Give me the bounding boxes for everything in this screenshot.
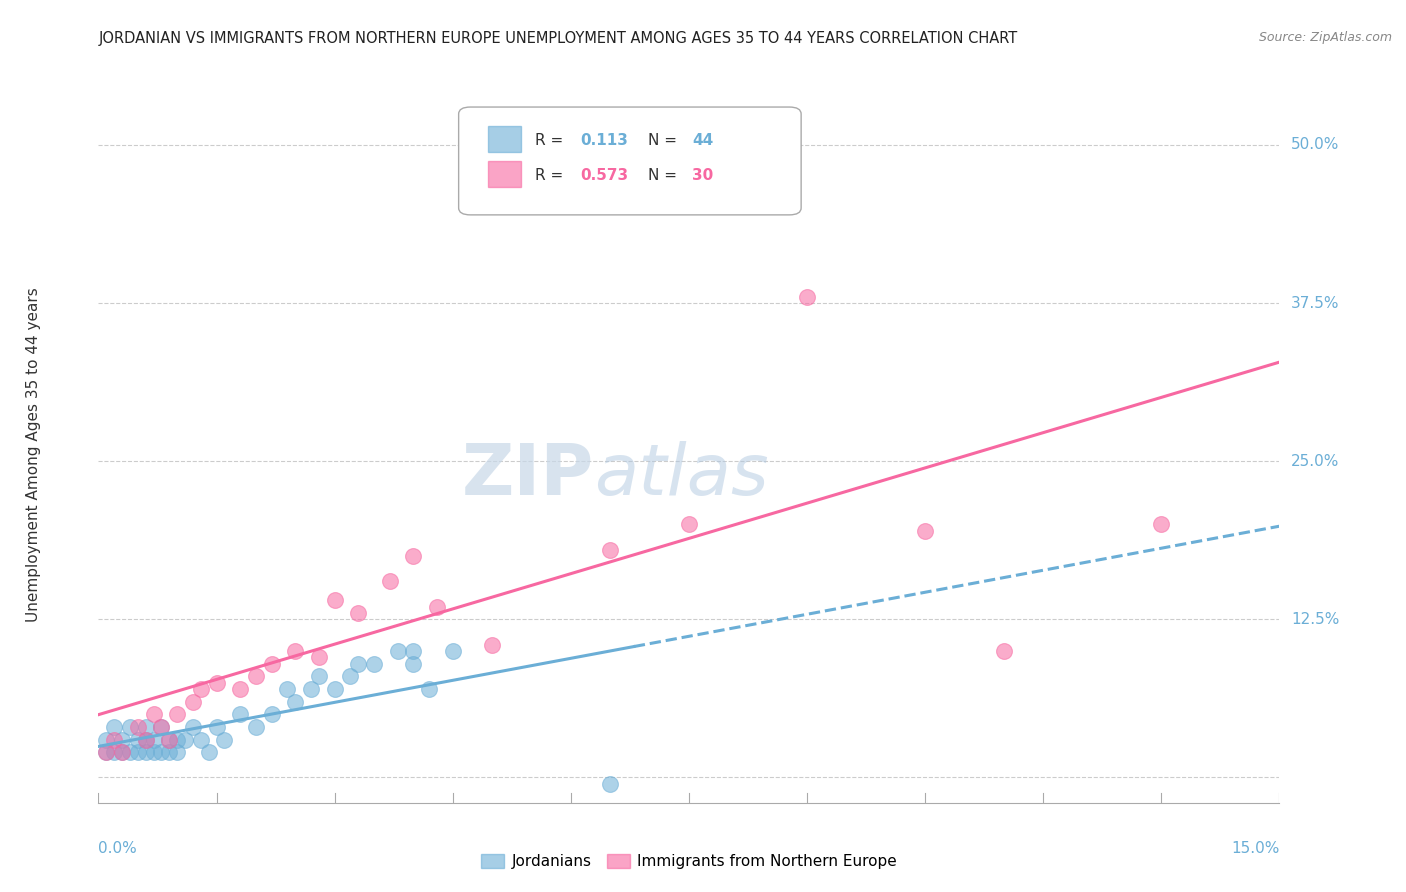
Point: [181, 720, 204, 734]
Text: R =: R =: [536, 168, 568, 183]
Point: [174, 732, 197, 747]
FancyBboxPatch shape: [488, 161, 522, 187]
Point: [150, 720, 173, 734]
Point: [347, 606, 370, 620]
Text: 12.5%: 12.5%: [1291, 612, 1340, 627]
Text: R =: R =: [536, 133, 568, 148]
Point: [402, 657, 425, 671]
Text: 0.0%: 0.0%: [98, 841, 138, 856]
Point: [127, 720, 149, 734]
Point: [284, 695, 307, 709]
Point: [245, 720, 267, 734]
Text: N =: N =: [648, 133, 682, 148]
Point: [135, 745, 157, 759]
Point: [166, 707, 188, 722]
Text: Source: ZipAtlas.com: Source: ZipAtlas.com: [1258, 31, 1392, 45]
Point: [157, 745, 180, 759]
Point: [96, 732, 118, 747]
Point: [205, 720, 228, 734]
Point: [914, 524, 936, 538]
Point: [103, 720, 125, 734]
Point: [418, 681, 440, 696]
Point: [142, 745, 165, 759]
Point: [111, 745, 134, 759]
Point: [599, 542, 621, 557]
Point: [796, 290, 818, 304]
Point: [127, 732, 149, 747]
Point: [387, 644, 409, 658]
Point: [142, 707, 165, 722]
Point: [402, 644, 425, 658]
Point: [993, 644, 1015, 658]
Text: atlas: atlas: [595, 442, 769, 510]
Point: [205, 675, 228, 690]
Point: [111, 745, 134, 759]
Legend: Jordanians, Immigrants from Northern Europe: Jordanians, Immigrants from Northern Eur…: [475, 848, 903, 875]
Point: [245, 669, 267, 683]
Point: [229, 681, 252, 696]
Point: [157, 732, 180, 747]
Point: [166, 745, 188, 759]
Text: 44: 44: [693, 133, 714, 148]
Point: [103, 745, 125, 759]
Point: [150, 720, 173, 734]
Point: [284, 644, 307, 658]
Text: 37.5%: 37.5%: [1291, 295, 1340, 310]
Point: [260, 707, 283, 722]
FancyBboxPatch shape: [488, 126, 522, 153]
Point: [339, 669, 361, 683]
Point: [190, 732, 212, 747]
Text: 0.573: 0.573: [581, 168, 628, 183]
FancyBboxPatch shape: [458, 107, 801, 215]
Point: [402, 549, 425, 563]
Point: [363, 657, 385, 671]
Point: [347, 657, 370, 671]
Point: [481, 638, 503, 652]
Point: [96, 745, 118, 759]
Text: JORDANIAN VS IMMIGRANTS FROM NORTHERN EUROPE UNEMPLOYMENT AMONG AGES 35 TO 44 YE: JORDANIAN VS IMMIGRANTS FROM NORTHERN EU…: [98, 31, 1018, 46]
Point: [96, 745, 118, 759]
Point: [214, 732, 236, 747]
Point: [118, 745, 141, 759]
Text: 15.0%: 15.0%: [1232, 841, 1279, 856]
Point: [276, 681, 298, 696]
Point: [441, 644, 464, 658]
Text: 50.0%: 50.0%: [1291, 137, 1340, 153]
Text: 30: 30: [693, 168, 714, 183]
Point: [135, 720, 157, 734]
Point: [323, 681, 346, 696]
Point: [378, 574, 401, 589]
Point: [308, 669, 330, 683]
Text: N =: N =: [648, 168, 682, 183]
Point: [308, 650, 330, 665]
Point: [166, 732, 188, 747]
Point: [260, 657, 283, 671]
Point: [1150, 517, 1173, 532]
Point: [623, 176, 645, 190]
Point: [229, 707, 252, 722]
Point: [426, 599, 449, 614]
Point: [299, 681, 322, 696]
Text: 0.113: 0.113: [581, 133, 628, 148]
Text: 25.0%: 25.0%: [1291, 454, 1340, 468]
Point: [323, 593, 346, 607]
Point: [150, 745, 173, 759]
Text: Unemployment Among Ages 35 to 44 years: Unemployment Among Ages 35 to 44 years: [25, 287, 41, 623]
Point: [127, 745, 149, 759]
Point: [190, 681, 212, 696]
Point: [111, 732, 134, 747]
Point: [197, 745, 219, 759]
Point: [118, 720, 141, 734]
Point: [142, 732, 165, 747]
Point: [135, 732, 157, 747]
Point: [181, 695, 204, 709]
Point: [103, 732, 125, 747]
Point: [135, 732, 157, 747]
Point: [599, 777, 621, 791]
Point: [157, 732, 180, 747]
Point: [678, 517, 700, 532]
Text: ZIP: ZIP: [463, 442, 595, 510]
